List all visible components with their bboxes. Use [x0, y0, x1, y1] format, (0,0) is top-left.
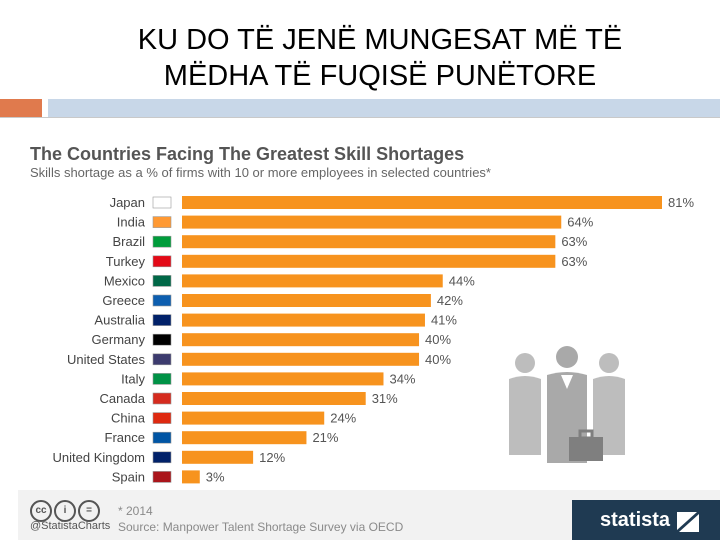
category-label: Mexico [104, 273, 145, 288]
country-flag-icon [152, 216, 172, 228]
country-flag-icon [152, 471, 172, 483]
chart-title: The Countries Facing The Greatest Skill … [30, 144, 464, 164]
category-label: Australia [94, 313, 145, 328]
attribution-icon: i [54, 500, 76, 522]
slide-title-line-2: MËDHA TË FUQISË PUNËTORE [163, 60, 597, 92]
bar [182, 411, 325, 425]
no-derivatives-icon: = [78, 500, 100, 522]
bar [182, 313, 425, 327]
accent-divider [0, 117, 720, 118]
value-label: 44% [449, 273, 475, 288]
value-label: 34% [389, 371, 415, 386]
bar [182, 352, 420, 366]
statista-handle: @StatistaCharts [30, 520, 111, 532]
country-flag-icon [152, 353, 172, 366]
accent-bar-orange [0, 99, 42, 117]
category-label: Turkey [106, 254, 146, 269]
value-label: 40% [425, 352, 451, 367]
category-label: Greece [102, 293, 145, 308]
country-flag-icon [152, 314, 172, 326]
statista-brand: statista [600, 509, 671, 531]
category-label: United States [67, 352, 146, 367]
bar [182, 294, 431, 307]
value-label: 40% [425, 332, 451, 347]
country-flag-icon [152, 333, 172, 346]
category-label: India [117, 215, 146, 230]
country-flag-icon [152, 451, 172, 464]
category-label: United Kingdom [53, 450, 146, 465]
category-label: Germany [92, 332, 146, 347]
category-label: Italy [121, 371, 145, 386]
bar [182, 215, 562, 229]
businesspeople-icon [509, 346, 625, 463]
category-label: Spain [112, 469, 145, 484]
value-label: 3% [206, 469, 225, 484]
bar [182, 254, 556, 268]
value-label: 63% [561, 254, 587, 269]
bar [182, 392, 366, 405]
country-flag-icon [152, 255, 172, 268]
slide-title-line-1: KU DO TË JENË MUNGESAT MË TË [137, 24, 623, 56]
country-flag-icon [152, 431, 172, 444]
country-flag-icon [152, 392, 172, 405]
country-flag-icon [152, 294, 172, 307]
value-label: 41% [431, 313, 457, 328]
value-label: 42% [437, 293, 463, 308]
country-flag-icon [152, 412, 172, 424]
chart-footnote: * 2014 [118, 504, 153, 518]
bar [182, 431, 307, 445]
category-label: China [111, 411, 146, 426]
country-flag-icon [152, 235, 172, 248]
country-flag-icon [152, 373, 172, 385]
bars-group: Japan 81% India 64% Brazil 63% Turkey 63% Mexico… [53, 195, 695, 484]
bar [182, 470, 200, 484]
category-label: Japan [110, 195, 145, 210]
category-label: Canada [99, 391, 145, 406]
bar [182, 196, 662, 209]
value-label: 31% [372, 391, 398, 406]
bar [182, 235, 556, 249]
value-label: 24% [330, 411, 356, 426]
value-label: 12% [259, 450, 285, 465]
bar [182, 333, 420, 347]
value-label: 63% [561, 234, 587, 249]
country-flag-icon [152, 275, 172, 287]
value-label: 64% [567, 215, 593, 230]
accent-bar-blue [48, 99, 720, 117]
chart-subtitle: Skills shortage as a % of firms with 10 … [30, 165, 491, 180]
value-label: 21% [312, 430, 338, 445]
value-label: 81% [668, 195, 694, 210]
country-flag-icon [152, 196, 172, 209]
slide-title: KU DO TË JENË MUNGESAT MË TË MËDHA TË FU… [40, 22, 720, 94]
chart-card [18, 125, 720, 540]
chart-source: Source: Manpower Talent Shortage Survey … [118, 520, 404, 534]
category-label: France [105, 430, 145, 445]
category-label: Brazil [112, 234, 145, 249]
bar [182, 450, 254, 464]
bar [182, 274, 443, 288]
cc-icon: cc [30, 500, 52, 522]
bar [182, 372, 384, 386]
